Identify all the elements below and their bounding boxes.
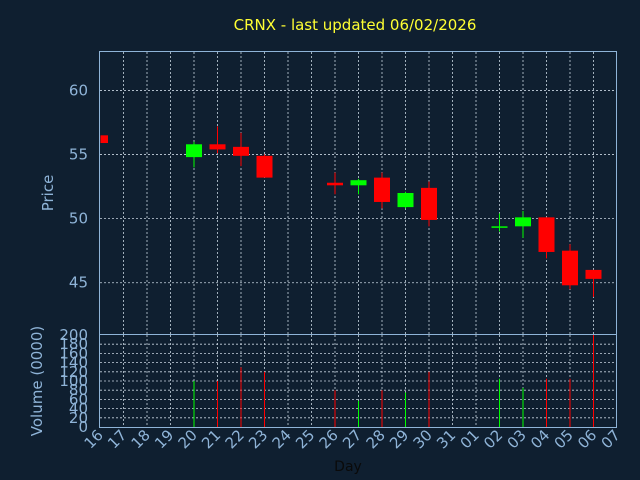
candle-body [538,217,555,252]
candle-body [327,182,343,186]
x-tick-label: 30 [410,426,436,452]
x-tick-labels: 1617181920212223242526272829303101020304… [81,426,624,452]
x-axis-label: Day [334,459,362,475]
x-tick-label: 06 [574,426,600,452]
chart-title: CRNX - last updated 06/02/2026 [234,16,477,34]
x-tick-label: 01 [457,426,483,452]
x-tick-label: 25 [292,426,318,452]
volume-y-tick-label: 0 [78,418,88,436]
volume-y-tick-label: 180 [59,335,88,353]
candle-body [491,226,508,228]
candle-body [233,146,249,156]
volume-y-tick-label: 160 [59,344,88,362]
x-tick-label: 03 [504,426,530,452]
volume-y-tick-label: 200 [59,326,88,344]
x-tick-label: 04 [527,426,553,452]
candle-body [397,193,414,208]
volume-axis-label: Volume (0000) [28,326,46,436]
x-tick-label: 23 [245,426,271,452]
x-tick-label: 17 [104,426,130,452]
x-tick-label: 19 [151,426,177,452]
volume-y-tick-label: 40 [69,400,88,418]
price-y-tick-label: 55 [69,146,88,164]
candle-body [515,217,531,227]
x-tick-label: 07 [598,426,624,452]
x-tick-label: 21 [198,426,224,452]
x-tick-label: 24 [269,426,295,452]
price-y-ticks: 45 50 55 60 [69,81,88,291]
x-tick-label: 22 [222,426,248,452]
x-tick-label: 18 [128,426,154,452]
price-axis-label: Price [39,175,57,212]
x-tick-label: 28 [363,426,389,452]
x-tick-label: 26 [316,426,342,452]
volume-y-tick-label: 120 [59,363,88,381]
candle-body [562,250,578,286]
candle-body [186,144,202,158]
candle-body [101,135,108,144]
volume-y-tick-label: 100 [59,372,88,390]
volume-y-tick-label: 80 [69,381,88,399]
x-tick-label: 27 [339,426,365,452]
volume-y-tick-label: 20 [69,409,88,427]
candle-body [421,187,437,220]
x-tick-label: 02 [480,426,506,452]
volume-y-tick-label: 60 [69,390,88,408]
price-candles [99,126,602,297]
x-tick-label: 29 [386,426,412,452]
candle-body [350,180,367,186]
x-tick-label: 31 [433,426,459,452]
volume-bars [193,335,594,427]
x-tick-label: 20 [175,426,201,452]
candle-body [209,144,226,150]
x-tick-label: 05 [551,426,577,452]
candle-body [256,155,273,178]
candle-body [585,269,602,279]
volume-panel-frame [99,334,617,428]
candle-body [374,177,390,202]
price-y-tick-label: 50 [69,210,88,228]
price-y-tick-label: 45 [69,274,88,292]
volume-y-tick-label: 140 [59,354,88,372]
price-y-tick-label: 60 [69,81,88,99]
